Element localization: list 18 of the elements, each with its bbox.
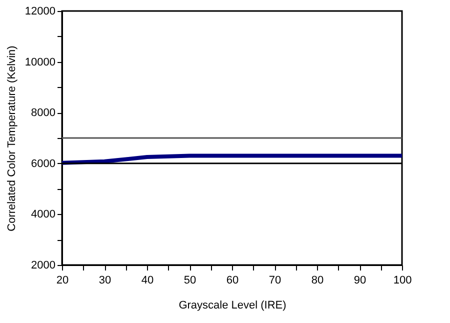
x-tick-label: 100: [393, 274, 412, 286]
x-tick-label: 60: [226, 274, 239, 286]
x-tick-label: 20: [56, 274, 69, 286]
x-tick-label: 40: [141, 274, 154, 286]
line-series: [60, 154, 404, 165]
x-tick-label: 30: [98, 274, 112, 286]
y-tick-label: 6000: [31, 158, 56, 170]
y-tick-label: 10000: [24, 56, 56, 68]
y-tick-label: 4000: [31, 208, 56, 221]
x-axis-title: Grayscale Level (IRE): [178, 300, 286, 312]
y-axis-title: Correlated Color Temperature (Kelvin): [6, 46, 18, 232]
x-tick-label: 80: [311, 274, 324, 286]
x-tick-label: 90: [354, 274, 366, 286]
x-tick-label: 70: [268, 274, 282, 286]
y-tick-label: 8000: [31, 107, 56, 120]
x-tick-label: 50: [184, 274, 196, 286]
y-tick-label: 12000: [24, 6, 56, 18]
y-tick-label: 2000: [31, 260, 56, 272]
